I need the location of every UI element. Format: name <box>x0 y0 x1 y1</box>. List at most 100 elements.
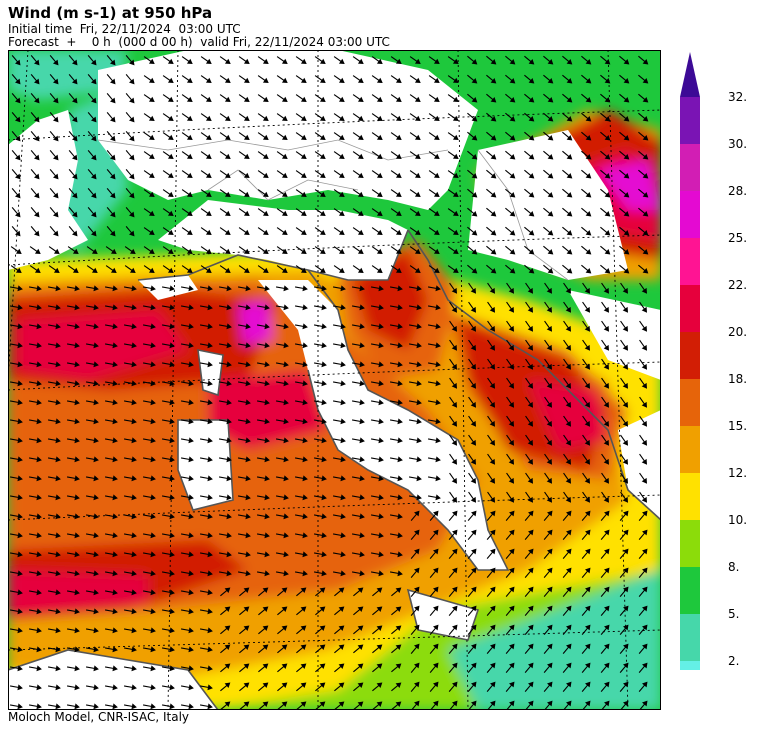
wind-arrow <box>370 304 384 311</box>
wind-arrow <box>294 551 308 558</box>
colorbar-swatch <box>680 285 700 332</box>
wind-arrow <box>104 684 118 691</box>
wind-arrow <box>9 475 23 482</box>
wind-arrow <box>581 264 592 274</box>
wind-arrow <box>371 56 383 65</box>
wind-arrow <box>275 399 289 406</box>
wind-arrow <box>11 131 21 142</box>
wind-arrow <box>486 605 496 616</box>
wind-arrow <box>371 94 383 103</box>
wind-arrow <box>66 684 80 691</box>
wind-arrow <box>486 643 496 654</box>
wind-arrow <box>106 74 116 85</box>
wind-arrow <box>257 227 269 236</box>
wind-arrow <box>256 304 270 311</box>
wind-arrow <box>295 56 307 65</box>
wind-arrow <box>639 396 648 408</box>
colorbar-tick-label: 25. <box>728 231 748 245</box>
wind-arrow <box>505 188 516 198</box>
wind-arrow <box>49 188 59 199</box>
wind-arrow <box>87 55 97 66</box>
wind-arrow <box>256 551 270 558</box>
wind-arrow <box>180 532 194 539</box>
wind-arrow <box>66 380 80 387</box>
wind-arrow <box>390 265 402 274</box>
wind-arrow <box>619 548 629 559</box>
wind-arrow <box>200 189 212 198</box>
wind-arrow <box>47 513 61 520</box>
wind-arrow <box>125 93 135 104</box>
wind-arrow <box>180 684 194 691</box>
wind-arrow <box>563 301 572 313</box>
wind-arrow <box>449 491 458 503</box>
wind-arrow <box>638 548 648 559</box>
wind-arrow <box>524 567 534 578</box>
wind-arrow <box>180 304 194 311</box>
wind-arrow <box>162 113 174 122</box>
wind-arrow <box>562 112 573 122</box>
wind-arrow <box>600 169 611 179</box>
wind-arrow <box>237 304 251 311</box>
wind-arrow <box>353 701 364 710</box>
wind-arrow <box>294 323 308 330</box>
wind-arrow <box>180 665 194 672</box>
wind-arrow <box>409 227 421 236</box>
wind-arrow <box>410 605 420 616</box>
map-title: Wind (m s-1) at 950 hPa <box>8 4 213 22</box>
wind-arrow <box>428 208 440 217</box>
wind-arrow <box>48 265 60 274</box>
wind-arrow <box>237 323 251 330</box>
wind-arrow <box>256 513 270 520</box>
wind-arrow <box>428 246 440 255</box>
wind-arrow <box>582 358 591 370</box>
wind-arrow <box>582 491 591 503</box>
wind-arrow <box>143 151 155 160</box>
wind-arrow <box>237 570 251 577</box>
wind-arrow <box>389 323 403 330</box>
wind-arrow <box>352 56 364 65</box>
wind-arrow <box>581 605 591 616</box>
wind-arrow <box>410 643 420 654</box>
wind-arrow <box>199 684 213 691</box>
wind-arrow <box>449 396 458 408</box>
wind-arrow <box>408 342 422 349</box>
wind-arrow <box>619 264 630 274</box>
wind-arrow <box>314 56 326 65</box>
wind-arrow <box>505 605 515 616</box>
wind-arrow <box>180 380 194 387</box>
wind-arrow <box>468 396 477 408</box>
wind-arrow <box>467 662 477 673</box>
wind-arrow <box>600 567 610 578</box>
wind-arrow <box>563 320 572 332</box>
wind-arrow <box>85 475 99 482</box>
wind-arrow <box>199 703 213 710</box>
wind-arrow <box>258 682 269 692</box>
wind-arrow <box>505 55 516 65</box>
wind-arrow <box>543 150 554 160</box>
wind-arrow <box>448 529 458 540</box>
wind-arrow <box>257 170 269 179</box>
wind-arrow <box>257 75 269 84</box>
wind-arrow <box>161 570 175 577</box>
wind-arrow <box>562 662 572 673</box>
wind-arrow <box>544 358 553 370</box>
wind-arrow <box>161 551 175 558</box>
wind-arrow <box>313 418 327 425</box>
wind-arrow <box>427 361 441 368</box>
wind-arrow <box>295 265 307 274</box>
wind-arrow <box>28 665 42 672</box>
wind-arrow <box>410 548 420 559</box>
wind-arrow <box>219 208 231 217</box>
wind-arrow <box>49 226 59 237</box>
wind-arrow <box>220 682 231 692</box>
wind-arrow <box>370 570 384 577</box>
colorbar-swatch <box>680 567 700 614</box>
wind-arrow <box>47 646 61 653</box>
wind-arrow <box>486 681 496 692</box>
wind-arrow <box>427 456 441 463</box>
wind-arrow <box>180 342 194 349</box>
wind-arrow <box>161 532 175 539</box>
wind-arrow <box>428 151 440 160</box>
wind-arrow <box>238 151 250 160</box>
wind-arrow <box>67 265 79 274</box>
